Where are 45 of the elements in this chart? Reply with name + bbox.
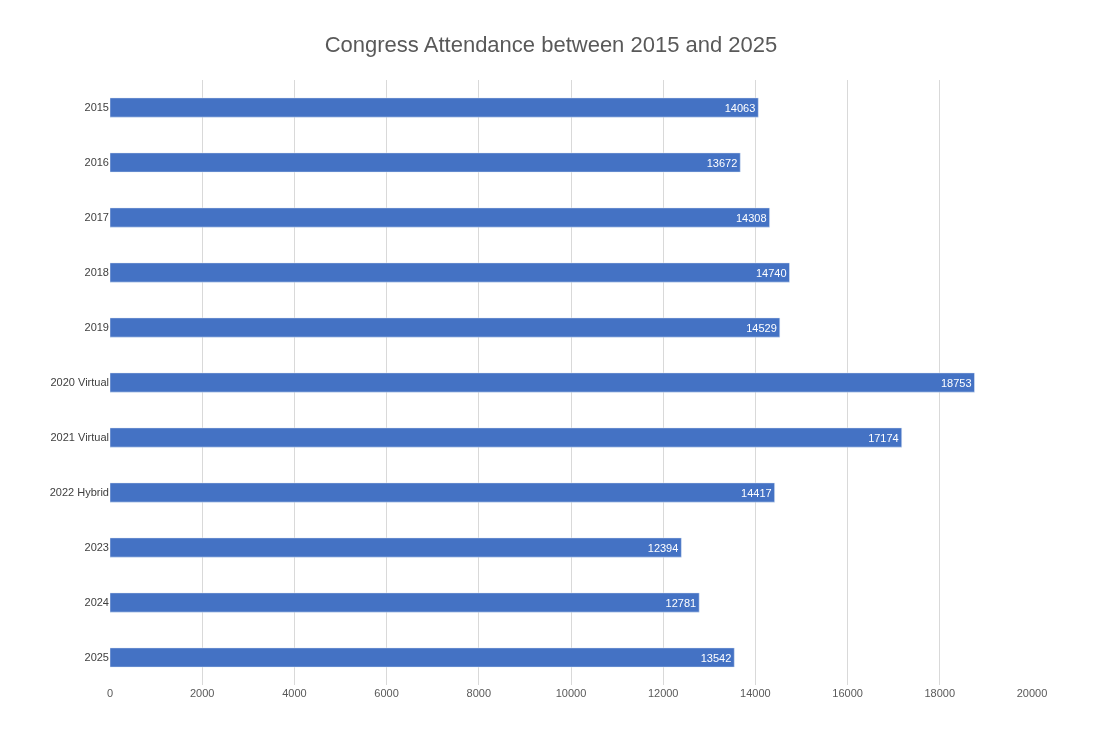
- chart-title: Congress Attendance between 2015 and 2025: [324, 32, 778, 58]
- x-tick-label: 10000: [555, 687, 587, 699]
- bar: [110, 592, 700, 613]
- data-label: 14529: [746, 321, 777, 334]
- y-tick-label: 2015: [84, 101, 109, 114]
- bar: [110, 427, 902, 448]
- y-tick-label: 2024: [84, 596, 109, 609]
- x-tick-label: 2000: [189, 687, 215, 699]
- x-tick-label: 18000: [924, 687, 956, 699]
- bar: [110, 207, 770, 228]
- data-label: 18753: [940, 376, 972, 389]
- data-label: 17174: [868, 431, 899, 444]
- y-tick-label: 2020 Virtual: [50, 376, 109, 389]
- y-tick-label: 2018: [84, 266, 109, 279]
- y-tick-label: 2023: [84, 541, 109, 554]
- data-label: 12781: [665, 596, 697, 609]
- x-tick-label: 14000: [740, 687, 771, 699]
- data-label: 13542: [700, 651, 732, 664]
- y-tick-label: 2016: [84, 156, 109, 169]
- x-tick-label: 6000: [374, 687, 399, 699]
- data-label: 12394: [647, 541, 679, 554]
- data-label: 13672: [706, 156, 738, 169]
- y-tick-label: 2022 Hybrid: [49, 486, 109, 499]
- bar: [110, 482, 775, 503]
- y-tick-label: 2021 Virtual: [50, 431, 109, 444]
- data-label: 14308: [736, 211, 767, 224]
- data-label: 14063: [724, 101, 756, 114]
- bar: [110, 647, 735, 668]
- data-label: 14740: [755, 266, 787, 279]
- x-tick-label: 8000: [466, 687, 492, 699]
- x-tick-label: 16000: [832, 687, 863, 699]
- data-label: 14417: [741, 486, 772, 499]
- bar: [110, 317, 781, 338]
- y-tick-label: 2025: [84, 651, 109, 664]
- bar: [110, 152, 741, 173]
- bar: [110, 537, 682, 558]
- y-tick-label: 2017: [84, 211, 109, 224]
- x-tick-label: 20000: [1016, 687, 1048, 699]
- bar: [110, 262, 790, 283]
- x-tick-label: 0: [106, 687, 114, 699]
- x-tick-label: 4000: [282, 687, 307, 699]
- y-tick-label: 2019: [84, 321, 109, 334]
- bar: [110, 372, 975, 393]
- bar: [110, 97, 759, 118]
- x-tick-label: 12000: [647, 687, 679, 699]
